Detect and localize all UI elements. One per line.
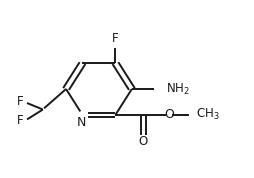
Text: F: F [17,114,23,127]
Text: F: F [112,32,119,45]
Text: N: N [77,116,86,129]
Text: O: O [164,108,174,121]
Text: CH$_3$: CH$_3$ [196,107,219,122]
Text: NH$_2$: NH$_2$ [166,82,190,96]
Text: F: F [17,95,23,108]
Text: O: O [139,135,148,148]
